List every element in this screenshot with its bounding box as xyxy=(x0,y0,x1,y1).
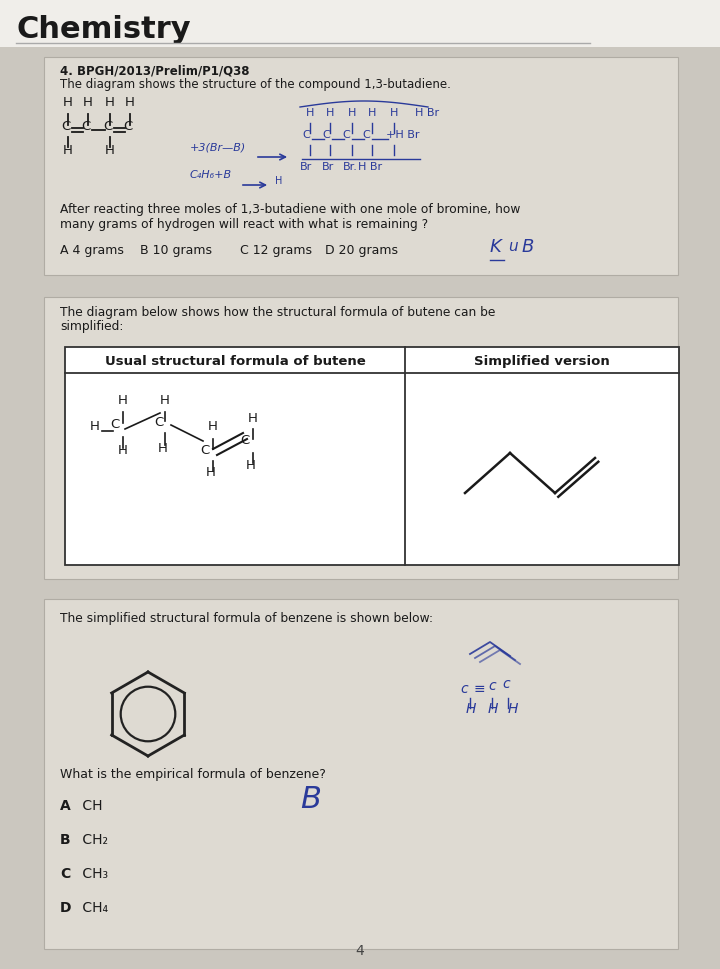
Text: Br.: Br. xyxy=(343,162,357,172)
Text: After reacting three moles of 1,3-butadiene with one mole of bromine, how: After reacting three moles of 1,3-butadi… xyxy=(60,203,521,216)
Text: Chemistry: Chemistry xyxy=(16,16,191,45)
Text: C: C xyxy=(104,120,112,133)
Text: H: H xyxy=(246,458,256,472)
Text: 4. BPGH/2013/Prelim/P1/Q38: 4. BPGH/2013/Prelim/P1/Q38 xyxy=(60,64,250,77)
Text: Br: Br xyxy=(322,162,334,172)
Text: C: C xyxy=(240,433,250,447)
Text: H: H xyxy=(160,393,170,407)
Text: A 4 grams: A 4 grams xyxy=(60,244,124,257)
Text: C: C xyxy=(60,866,71,880)
Text: C: C xyxy=(61,120,71,133)
Text: H: H xyxy=(508,702,518,715)
Text: u: u xyxy=(508,238,518,254)
Text: What is the empirical formula of benzene?: What is the empirical formula of benzene… xyxy=(60,767,326,780)
Text: H: H xyxy=(306,108,314,118)
Text: B: B xyxy=(60,832,71,846)
Text: H: H xyxy=(348,108,356,118)
Text: C: C xyxy=(110,418,120,430)
Text: C: C xyxy=(154,416,163,428)
Text: The diagram shows the structure of the compound 1,3-butadiene.: The diagram shows the structure of the c… xyxy=(60,78,451,91)
Text: c: c xyxy=(488,678,495,692)
Text: Usual structural formula of butene: Usual structural formula of butene xyxy=(104,355,365,368)
Text: CH: CH xyxy=(78,798,102,812)
Text: CH₂: CH₂ xyxy=(78,832,108,846)
Text: CH₃: CH₃ xyxy=(78,866,108,880)
Text: C: C xyxy=(302,130,310,140)
Bar xyxy=(0,0,720,47)
Text: 4: 4 xyxy=(356,943,364,957)
Text: C: C xyxy=(322,130,330,140)
Text: H: H xyxy=(390,108,398,118)
Text: A: A xyxy=(60,798,71,812)
Text: +3(Br—B): +3(Br—B) xyxy=(190,141,246,152)
Text: +H Br: +H Br xyxy=(386,130,420,140)
Text: H: H xyxy=(368,108,376,118)
Text: H Br: H Br xyxy=(415,108,439,118)
Text: The diagram below shows how the structural formula of butene can be: The diagram below shows how the structur… xyxy=(60,305,495,319)
Text: B 10 grams: B 10 grams xyxy=(140,244,212,257)
Text: CH₄: CH₄ xyxy=(78,900,108,914)
Text: c: c xyxy=(460,681,467,696)
Bar xyxy=(44,58,678,276)
Text: H: H xyxy=(105,96,115,109)
Text: c: c xyxy=(502,676,510,690)
Text: H: H xyxy=(326,108,334,118)
Text: H: H xyxy=(63,143,73,157)
Text: C₄H₆+B: C₄H₆+B xyxy=(190,170,232,180)
Text: H: H xyxy=(208,420,218,432)
Text: ≡: ≡ xyxy=(474,681,485,696)
Bar xyxy=(65,348,679,566)
Text: H: H xyxy=(466,702,477,715)
Text: H: H xyxy=(275,175,282,186)
Text: C: C xyxy=(200,444,210,456)
Text: B: B xyxy=(300,784,321,813)
Text: H: H xyxy=(118,393,128,407)
Text: H: H xyxy=(118,444,128,456)
Text: H: H xyxy=(63,96,73,109)
Text: H: H xyxy=(105,143,115,157)
Text: B: B xyxy=(522,237,534,256)
Text: K: K xyxy=(490,237,502,256)
Text: H: H xyxy=(206,465,216,479)
Bar xyxy=(44,600,678,949)
Text: D 20 grams: D 20 grams xyxy=(325,244,398,257)
Text: H Br: H Br xyxy=(358,162,382,172)
Text: H: H xyxy=(158,442,168,454)
Text: H: H xyxy=(248,412,258,424)
Text: D: D xyxy=(60,900,71,914)
Text: C: C xyxy=(81,120,91,133)
Text: H: H xyxy=(90,420,100,432)
Text: H: H xyxy=(125,96,135,109)
Text: H: H xyxy=(488,702,498,715)
Text: Br: Br xyxy=(300,162,312,172)
Text: C: C xyxy=(342,130,350,140)
Text: C: C xyxy=(362,130,370,140)
Bar xyxy=(44,297,678,579)
Text: H: H xyxy=(83,96,93,109)
Text: many grams of hydrogen will react with what is remaining ?: many grams of hydrogen will react with w… xyxy=(60,218,428,231)
Text: C 12 grams: C 12 grams xyxy=(240,244,312,257)
Text: simplified:: simplified: xyxy=(60,320,123,332)
Text: Simplified version: Simplified version xyxy=(474,355,610,368)
Text: The simplified structural formula of benzene is shown below:: The simplified structural formula of ben… xyxy=(60,611,433,624)
Text: C: C xyxy=(123,120,132,133)
